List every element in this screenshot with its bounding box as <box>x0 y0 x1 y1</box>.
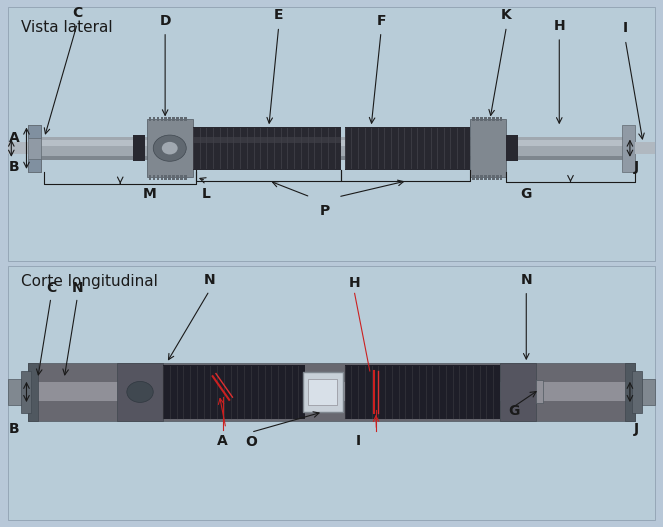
Text: H: H <box>554 19 565 33</box>
Text: E: E <box>274 8 283 22</box>
Bar <box>488 116 491 121</box>
Bar <box>164 116 167 121</box>
Bar <box>21 371 31 413</box>
Circle shape <box>153 135 186 161</box>
Bar <box>472 116 475 121</box>
Text: Vista lateral: Vista lateral <box>21 19 113 35</box>
Bar <box>492 175 495 180</box>
Text: A: A <box>9 131 19 145</box>
Bar <box>193 136 341 143</box>
Bar <box>184 116 187 121</box>
Bar <box>180 116 183 121</box>
Text: I: I <box>355 434 361 448</box>
Bar <box>28 363 635 421</box>
Bar <box>480 175 483 180</box>
Text: L: L <box>202 188 210 201</box>
Bar <box>472 175 475 180</box>
Bar <box>160 116 163 121</box>
Text: C: C <box>46 281 56 295</box>
Text: J: J <box>634 422 639 436</box>
Bar <box>8 379 28 405</box>
Bar <box>484 116 487 121</box>
Text: C: C <box>72 6 82 19</box>
Bar <box>470 119 507 177</box>
Text: B: B <box>9 422 19 436</box>
Text: G: G <box>509 404 520 418</box>
Text: B: B <box>9 160 19 173</box>
Bar <box>149 175 151 180</box>
Bar <box>28 140 635 145</box>
Bar <box>492 116 495 121</box>
Bar <box>168 116 171 121</box>
Bar <box>184 175 187 180</box>
Bar <box>8 142 28 154</box>
Bar <box>164 175 167 180</box>
Circle shape <box>162 142 178 154</box>
Bar <box>496 175 499 180</box>
Bar <box>172 175 175 180</box>
Bar <box>635 379 655 405</box>
Bar <box>500 363 536 421</box>
Bar <box>625 363 635 421</box>
Text: N: N <box>204 273 215 287</box>
Bar <box>180 175 183 180</box>
Bar <box>152 175 155 180</box>
Bar <box>500 175 503 180</box>
Bar <box>160 175 163 180</box>
Text: N: N <box>72 281 83 295</box>
Text: Corte longitudinal: Corte longitudinal <box>21 274 158 289</box>
Text: K: K <box>501 8 512 22</box>
Text: A: A <box>217 434 228 448</box>
Bar <box>168 175 171 180</box>
Circle shape <box>127 382 153 403</box>
Bar <box>635 142 655 154</box>
Bar <box>117 363 163 421</box>
Text: H: H <box>349 276 361 290</box>
Text: G: G <box>520 188 532 201</box>
Bar <box>28 136 635 160</box>
Bar <box>28 155 635 160</box>
Bar <box>345 365 500 419</box>
Bar <box>28 124 41 138</box>
Bar <box>507 135 518 161</box>
Bar <box>176 175 179 180</box>
Bar <box>308 379 337 405</box>
Text: P: P <box>320 204 330 218</box>
Bar <box>149 116 151 121</box>
Text: J: J <box>634 160 639 173</box>
Bar <box>476 116 479 121</box>
Bar <box>28 363 38 421</box>
Bar <box>156 116 159 121</box>
Bar <box>28 159 41 172</box>
Bar <box>622 124 635 172</box>
Bar <box>152 116 155 121</box>
Bar <box>488 175 491 180</box>
Bar <box>632 371 642 413</box>
Bar <box>176 116 179 121</box>
Bar <box>28 383 635 402</box>
Text: O: O <box>245 435 257 450</box>
Text: N: N <box>520 273 532 287</box>
Bar <box>28 124 41 172</box>
Bar <box>133 135 145 161</box>
Bar <box>8 266 655 520</box>
Bar <box>156 175 159 180</box>
Bar <box>172 116 175 121</box>
Bar <box>345 126 470 170</box>
Bar <box>8 7 655 261</box>
Text: I: I <box>623 22 628 35</box>
Bar <box>303 372 343 412</box>
Bar <box>476 175 479 180</box>
Bar <box>536 380 543 404</box>
Text: M: M <box>143 188 157 201</box>
Bar <box>147 119 193 177</box>
Bar <box>484 175 487 180</box>
Bar <box>163 365 305 419</box>
Bar <box>193 126 341 170</box>
Bar <box>500 116 503 121</box>
Bar <box>496 116 499 121</box>
Text: D: D <box>159 14 171 27</box>
Text: F: F <box>377 14 386 27</box>
Bar <box>480 116 483 121</box>
